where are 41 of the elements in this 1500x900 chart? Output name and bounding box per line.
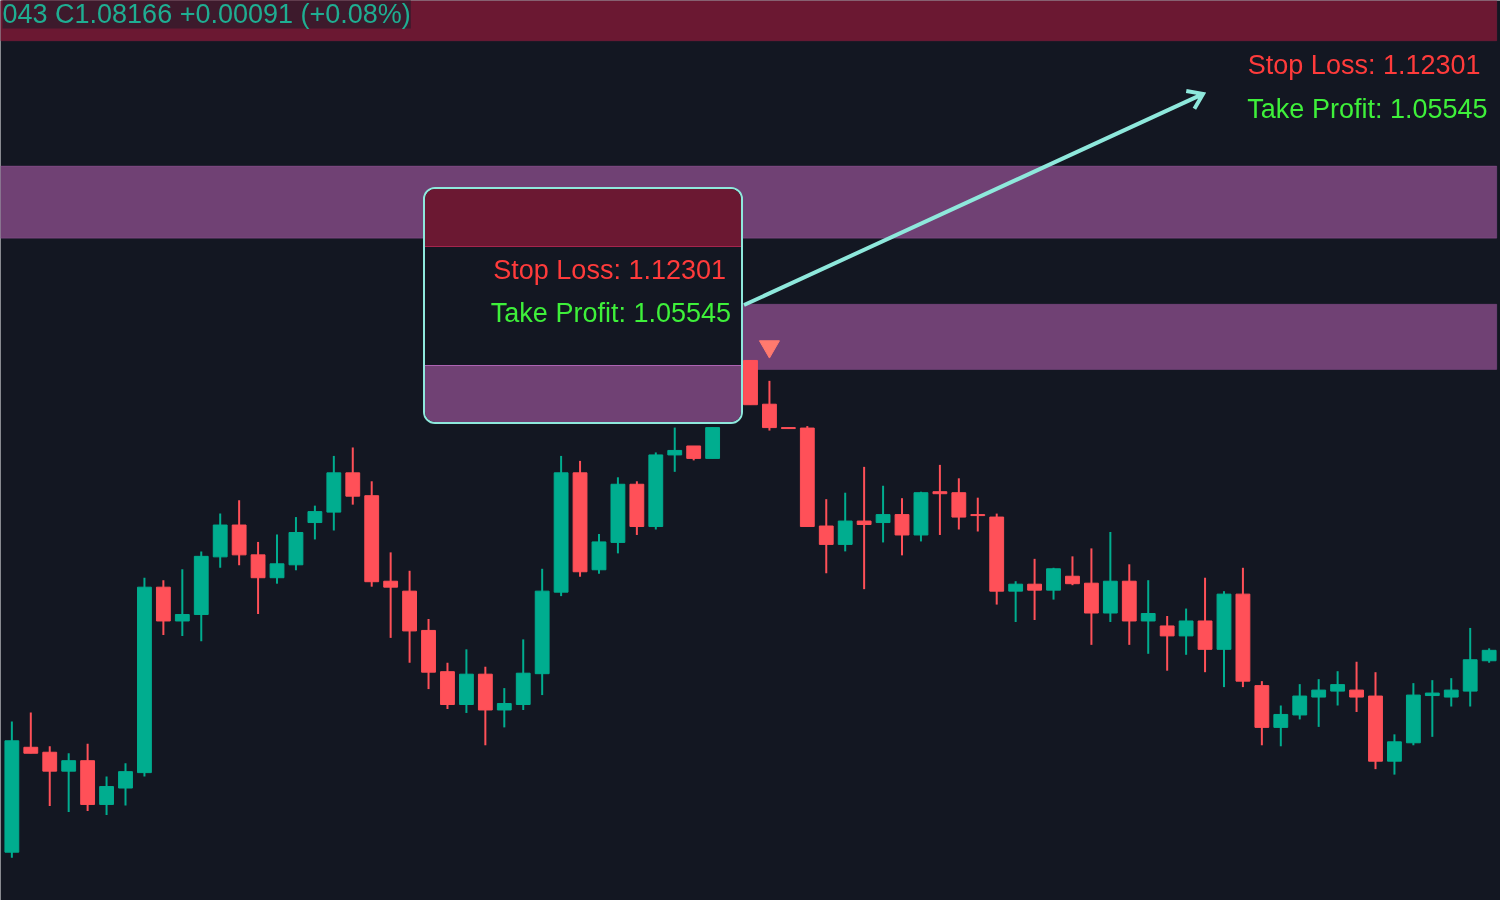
candlestick	[1159, 615, 1175, 672]
candlestick	[118, 762, 133, 807]
candlestick	[837, 491, 853, 553]
candlestick	[1349, 660, 1364, 713]
candlestick	[1140, 579, 1156, 655]
candlestick	[42, 745, 58, 807]
candlestick	[383, 551, 399, 639]
text: 043 C1.08166 +0.00091 (+0.08%)	[2, 0, 411, 29]
candlestick	[1178, 607, 1194, 656]
candlestick	[1443, 677, 1459, 708]
candlestick	[345, 446, 361, 506]
candlestick	[1065, 555, 1080, 587]
candlestick	[1027, 557, 1042, 621]
candlestick	[250, 540, 266, 616]
text: Take Profit: 1.05545	[1247, 93, 1488, 124]
candlestick	[667, 426, 683, 473]
candlestick	[1330, 670, 1346, 707]
candlestick	[307, 504, 323, 541]
candlestick	[23, 711, 39, 755]
candlestick	[856, 465, 872, 591]
candlestick	[1424, 679, 1440, 738]
candlestick	[762, 379, 777, 432]
candlestick	[932, 463, 948, 536]
candlestick	[1292, 683, 1308, 721]
candlestick	[875, 484, 891, 544]
candlestick	[970, 496, 986, 533]
text: Stop Loss: 1.12301	[1247, 49, 1481, 80]
candlestick	[269, 533, 285, 585]
candlestick	[1008, 580, 1024, 623]
candlestick	[99, 775, 114, 816]
candlestick	[1311, 678, 1327, 728]
text: Take Profit: 1.05545	[490, 298, 731, 328]
candlestick	[894, 497, 910, 557]
candlestick	[174, 568, 190, 637]
candlestick	[1046, 566, 1061, 601]
candlestick	[61, 752, 77, 813]
candlestick	[1387, 733, 1402, 776]
candlestick	[496, 687, 512, 729]
candlestick	[1273, 704, 1289, 748]
text: Stop Loss: 1.12301	[493, 255, 726, 285]
candlestick	[818, 498, 834, 575]
